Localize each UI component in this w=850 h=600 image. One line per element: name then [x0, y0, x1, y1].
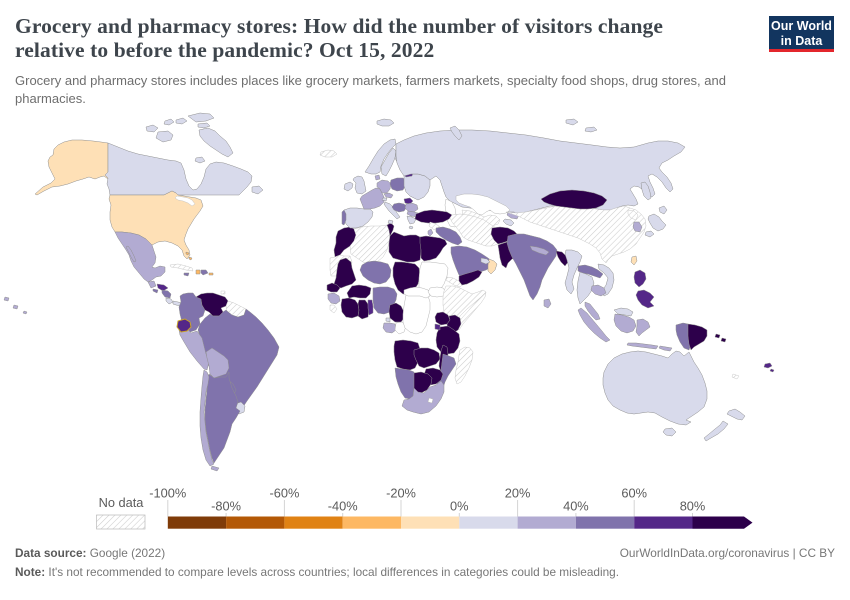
svg-text:20%: 20%: [505, 486, 531, 501]
svg-text:-40%: -40%: [328, 499, 358, 514]
svg-text:-60%: -60%: [269, 486, 299, 501]
svg-text:80%: 80%: [680, 499, 706, 514]
svg-text:-100%: -100%: [149, 486, 186, 501]
svg-text:-80%: -80%: [211, 499, 241, 514]
svg-text:-20%: -20%: [386, 486, 416, 501]
svg-text:0%: 0%: [450, 499, 469, 514]
svg-text:60%: 60%: [621, 486, 647, 501]
svg-text:40%: 40%: [563, 499, 589, 514]
